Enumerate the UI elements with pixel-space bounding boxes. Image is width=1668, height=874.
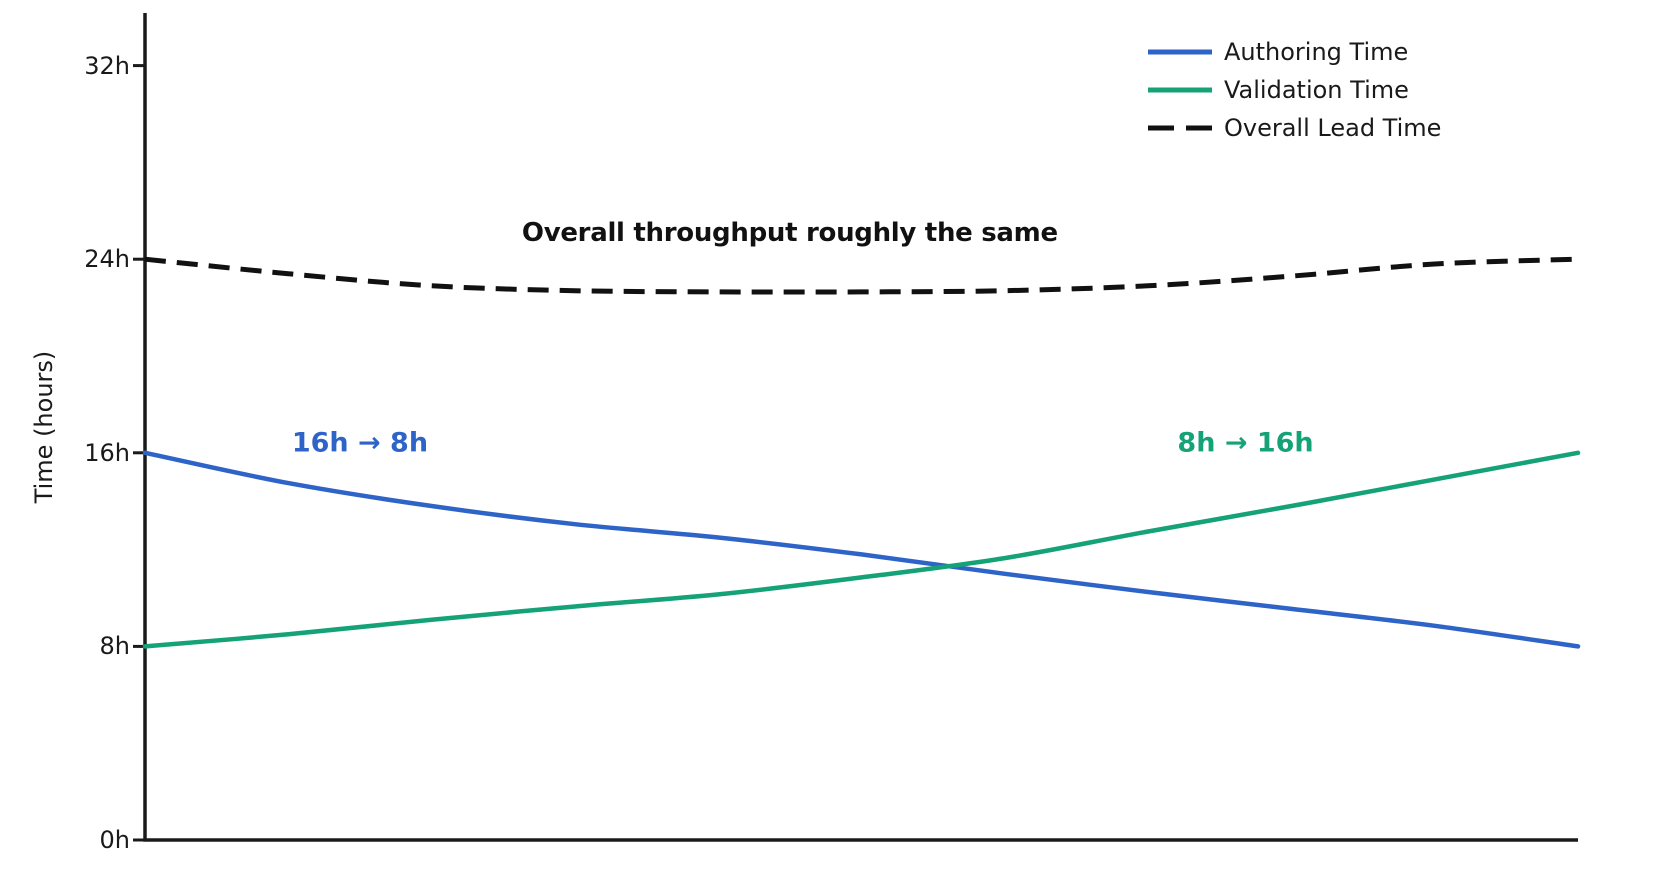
series-line-authoring-time — [142, 450, 1581, 649]
lead-dashed-line-swatch-icon — [1148, 125, 1212, 131]
series-line-validation-time — [142, 450, 1581, 649]
legend-label-authoring: Authoring Time — [1224, 38, 1409, 66]
y-tick-label: 24h — [84, 245, 130, 274]
y-axis-title: Time (hours) — [30, 350, 58, 504]
authoring-line-swatch-icon — [1148, 49, 1212, 55]
legend: Authoring Time Validation Time Overall L… — [1148, 33, 1441, 147]
legend-row-lead: Overall Lead Time — [1148, 109, 1441, 147]
y-tick-label: 32h — [84, 51, 130, 80]
annotation-authoring-change: 16h → 8h — [291, 427, 429, 459]
legend-row-validation: Validation Time — [1148, 71, 1441, 109]
y-tick-label: 16h — [84, 438, 130, 467]
y-tick-label: 0h — [99, 826, 130, 854]
annotation-validation-change: 8h → 16h — [1177, 427, 1314, 459]
validation-line-swatch-icon — [1148, 87, 1212, 93]
legend-label-lead: Overall Lead Time — [1224, 114, 1442, 142]
legend-row-authoring: Authoring Time — [1148, 33, 1441, 71]
series-line-overall-lead-time — [144, 256, 1579, 295]
legend-label-validation: Validation Time — [1224, 76, 1409, 104]
y-tick-label: 8h — [99, 632, 130, 661]
annotation-throughput: Overall throughput roughly the same — [521, 217, 1058, 248]
